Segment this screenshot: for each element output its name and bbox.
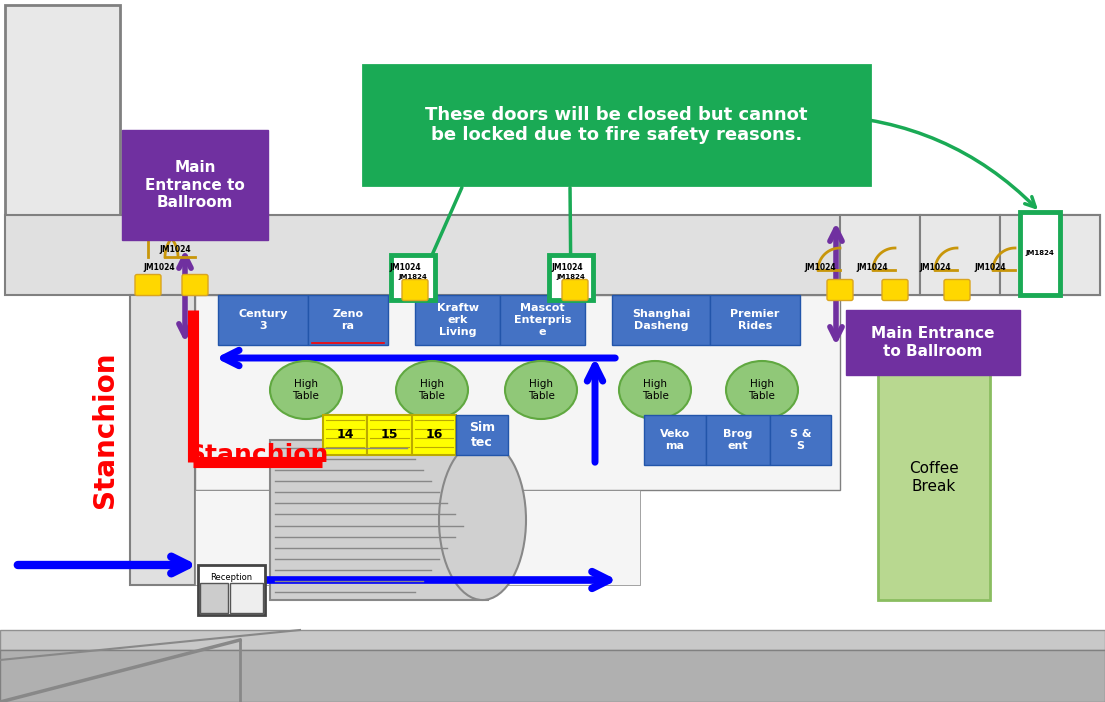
Text: High
Table: High Table	[419, 379, 445, 401]
Text: JM1024: JM1024	[975, 263, 1006, 272]
Text: High
Table: High Table	[642, 379, 669, 401]
Text: Veko
ma: Veko ma	[660, 429, 691, 451]
Bar	[0, 630, 1105, 650]
Bar	[706, 415, 770, 465]
Bar	[270, 440, 487, 600]
Bar	[218, 295, 308, 345]
Text: Main Entrance
to Ballroom: Main Entrance to Ballroom	[871, 326, 994, 359]
Bar	[456, 415, 508, 455]
Text: These doors will be closed but cannot
be locked due to fire safety reasons.: These doors will be closed but cannot be…	[425, 105, 808, 145]
Ellipse shape	[439, 440, 526, 600]
Bar	[612, 295, 711, 345]
Text: Mascot
Enterpris
e: Mascot Enterpris e	[514, 303, 571, 336]
Bar	[499, 295, 585, 345]
Text: Zeno
ra: Zeno ra	[333, 309, 364, 331]
Text: JM1024: JM1024	[551, 263, 582, 272]
FancyBboxPatch shape	[182, 274, 208, 296]
Bar	[308, 295, 388, 345]
Text: Main
Entrance to
Ballroom: Main Entrance to Ballroom	[145, 160, 245, 210]
Text: 16: 16	[425, 428, 443, 442]
Bar	[364, 65, 870, 185]
Text: 14: 14	[336, 428, 354, 442]
Bar	[711, 295, 800, 345]
FancyBboxPatch shape	[402, 279, 428, 300]
Bar	[198, 565, 265, 615]
Bar	[0, 650, 1105, 702]
Bar	[367, 415, 412, 455]
Bar	[920, 215, 1000, 295]
Bar	[391, 255, 435, 300]
Text: High
Table: High Table	[748, 379, 776, 401]
Text: JM1024: JM1024	[919, 263, 950, 272]
Bar	[130, 295, 194, 585]
Bar	[415, 295, 499, 345]
Bar	[412, 415, 456, 455]
Bar	[6, 5, 120, 215]
Text: Stanchion: Stanchion	[91, 352, 119, 508]
Text: Century
3: Century 3	[239, 309, 287, 331]
Bar	[194, 295, 840, 490]
FancyBboxPatch shape	[827, 279, 853, 300]
Ellipse shape	[270, 361, 343, 419]
Bar	[6, 215, 1099, 295]
FancyBboxPatch shape	[882, 279, 908, 300]
Ellipse shape	[505, 361, 577, 419]
Bar	[840, 215, 920, 295]
FancyBboxPatch shape	[562, 279, 588, 300]
Text: Premier
Rides: Premier Rides	[730, 309, 780, 331]
Ellipse shape	[396, 361, 469, 419]
Text: Sim
tec: Sim tec	[469, 421, 495, 449]
Text: High
Table: High Table	[527, 379, 555, 401]
Text: JM1824: JM1824	[1025, 251, 1054, 256]
Text: High
Table: High Table	[293, 379, 319, 401]
Text: JM1024: JM1024	[144, 263, 175, 272]
Bar	[878, 355, 990, 600]
Bar	[230, 583, 263, 613]
Bar	[549, 255, 593, 300]
Bar	[122, 130, 269, 240]
Text: JM1024: JM1024	[159, 246, 191, 255]
Text: Coffee
Break: Coffee Break	[909, 461, 959, 494]
Bar	[846, 310, 1020, 375]
Ellipse shape	[619, 361, 691, 419]
Bar	[1020, 212, 1060, 295]
FancyBboxPatch shape	[135, 274, 161, 296]
Bar	[644, 415, 706, 465]
Bar	[770, 415, 831, 465]
Text: JM1824: JM1824	[399, 274, 428, 281]
Text: Shanghai
Dasheng: Shanghai Dasheng	[632, 309, 691, 331]
Bar	[1000, 215, 1060, 295]
FancyBboxPatch shape	[944, 279, 970, 300]
Text: JM1824: JM1824	[557, 274, 586, 281]
Bar	[200, 583, 228, 613]
Text: S &
S: S & S	[790, 429, 811, 451]
Bar	[194, 490, 640, 585]
Text: Brog
ent: Brog ent	[724, 429, 753, 451]
Text: Stanchion: Stanchion	[188, 443, 328, 467]
Text: Kraftw
erk
Living: Kraftw erk Living	[436, 303, 478, 336]
Bar	[1060, 215, 1099, 295]
Text: JM1024: JM1024	[389, 263, 421, 272]
Bar	[323, 415, 367, 455]
Ellipse shape	[726, 361, 798, 419]
Text: JM1024: JM1024	[856, 263, 887, 272]
Text: 15: 15	[381, 428, 398, 442]
Text: Reception: Reception	[210, 573, 253, 581]
Text: JM1024: JM1024	[804, 263, 835, 272]
